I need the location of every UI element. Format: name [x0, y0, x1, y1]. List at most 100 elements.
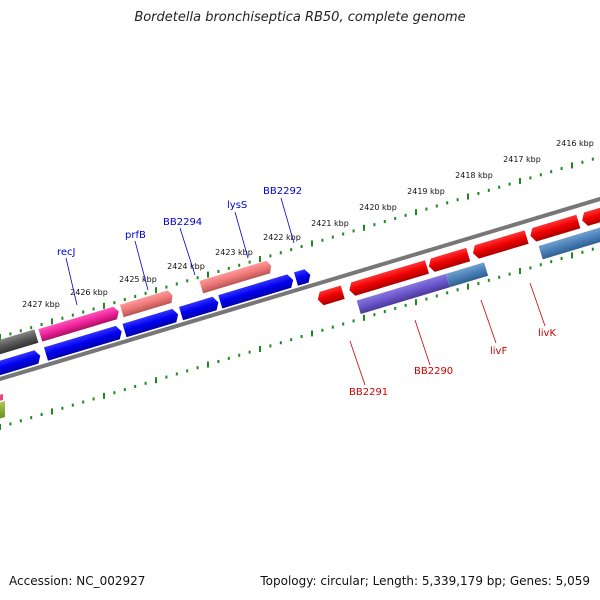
lower-ruler-tick — [519, 268, 521, 274]
gene-steel-1 — [445, 262, 489, 288]
lower-ruler-tick — [467, 283, 469, 290]
lower-ruler-tick — [529, 266, 532, 270]
lower-ruler-tick — [321, 328, 324, 332]
lower-ruler-tick — [290, 338, 293, 342]
lower-ruler-tick — [238, 353, 241, 357]
leader-BB2292 — [280, 197, 295, 244]
leader-lysS — [234, 211, 249, 259]
gene-olive — [0, 401, 5, 419]
gene-BB2291 — [317, 285, 345, 306]
lower-ruler-tick — [259, 346, 261, 352]
label-lysS: lysS — [227, 200, 247, 211]
tick-label: 2422 kbp — [263, 233, 301, 242]
upper-ruler-tick — [113, 301, 116, 305]
lower-ruler-tick — [248, 350, 251, 354]
lower-ruler-tick — [144, 381, 147, 385]
tick-label: 2420 kbp — [359, 203, 397, 212]
scale-ruler-lower — [0, 247, 594, 430]
lower-ruler-tick — [217, 359, 220, 363]
upper-ruler-tick — [477, 191, 480, 195]
tick-label: 2417 kbp — [503, 155, 541, 164]
gene-BB2290 — [356, 273, 450, 314]
lower-ruler-tick — [477, 281, 480, 285]
lower-ruler-tick — [300, 335, 303, 339]
upper-ruler-tick — [155, 287, 157, 294]
lower-ruler-tick — [19, 419, 22, 423]
upper-ruler-tick — [363, 224, 365, 231]
lower-ruler-tick — [269, 344, 272, 348]
lower-ruler-tick — [508, 272, 511, 276]
lower-ruler-tick — [571, 252, 573, 259]
upper-ruler-tick — [352, 229, 355, 233]
upper-ruler-tick — [290, 248, 293, 252]
upper-ruler-tick — [550, 170, 553, 174]
lower-ruler-tick — [404, 303, 407, 307]
lower-ruler-tick — [0, 424, 1, 430]
tick-label: 2424 kbp — [167, 262, 205, 271]
upper-ruler-tick — [103, 302, 105, 309]
gene-BB2292 — [218, 274, 294, 309]
tick-label: 2426 kbp — [70, 288, 108, 297]
label-BB2291: BB2291 — [349, 387, 388, 398]
upper-ruler-tick — [498, 185, 501, 189]
lower-ruler-tick — [539, 263, 542, 267]
lower-ruler-tick — [383, 310, 386, 314]
label-livK: livK — [538, 328, 556, 339]
leader-livF — [480, 299, 497, 344]
upper-ruler-tick — [30, 326, 33, 330]
lower-ruler-tick — [498, 275, 501, 279]
lower-ruler-tick — [9, 422, 12, 426]
lower-ruler-tick — [352, 319, 355, 323]
lower-ruler-tick — [227, 356, 230, 360]
upper-ruler-tick — [134, 294, 137, 298]
gene-BB2294 — [179, 296, 219, 321]
lower-ruler-tick — [155, 377, 157, 384]
upper-ruler-tick — [446, 201, 449, 205]
upper-ruler-tick — [383, 220, 386, 224]
reverse-strand-genes — [317, 200, 600, 314]
upper-ruler-tick — [373, 223, 376, 227]
label-BB2292: BB2292 — [263, 186, 302, 197]
upper-ruler-tick — [175, 282, 178, 286]
lower-ruler-tick — [456, 288, 459, 292]
upper-ruler-tick — [300, 245, 303, 249]
label-prfB: prfB — [125, 230, 146, 241]
genome-backbone — [0, 196, 600, 382]
label-BB2294: BB2294 — [163, 217, 202, 228]
tick-label: 2419 kbp — [407, 187, 445, 196]
upper-ruler-tick — [311, 240, 313, 247]
upper-ruler-tick — [487, 188, 490, 192]
upper-ruler-tick — [217, 269, 220, 273]
lower-ruler-tick — [61, 406, 64, 410]
tick-label: 2421 kbp — [311, 219, 349, 228]
upper-ruler-tick — [467, 193, 469, 200]
upper-ruler-tick — [394, 216, 397, 220]
label-recJ: recJ — [57, 247, 76, 258]
gene-recJ — [38, 306, 119, 342]
lower-ruler-tick — [51, 408, 53, 415]
upper-ruler-tick — [40, 323, 43, 327]
gene-livF — [472, 230, 529, 259]
gene-blue-1 — [0, 350, 41, 376]
lower-ruler-tick — [581, 250, 584, 254]
upper-ruler-tick — [581, 160, 584, 164]
upper-ruler-tick — [61, 316, 64, 320]
gene-red-edge — [582, 200, 600, 226]
upper-ruler-tick — [591, 157, 594, 161]
upper-ruler-tick — [51, 318, 53, 325]
lower-ruler-tick — [550, 260, 553, 264]
gene-prfB — [119, 290, 173, 318]
gene-red-3 — [428, 247, 471, 272]
lower-ruler-tick — [373, 313, 376, 317]
scale-ruler-upper — [0, 157, 594, 340]
upper-ruler-tick — [123, 298, 126, 302]
lower-ruler-tick — [415, 299, 417, 306]
lower-ruler-tick — [165, 375, 168, 379]
tick-label: 2425 kbp — [119, 275, 157, 284]
upper-ruler-tick — [435, 204, 438, 208]
tick-label: 2423 kbp — [215, 248, 253, 257]
gene-pink-edge — [0, 394, 3, 401]
upper-ruler-tick — [82, 310, 85, 314]
upper-ruler-tick — [259, 256, 261, 262]
